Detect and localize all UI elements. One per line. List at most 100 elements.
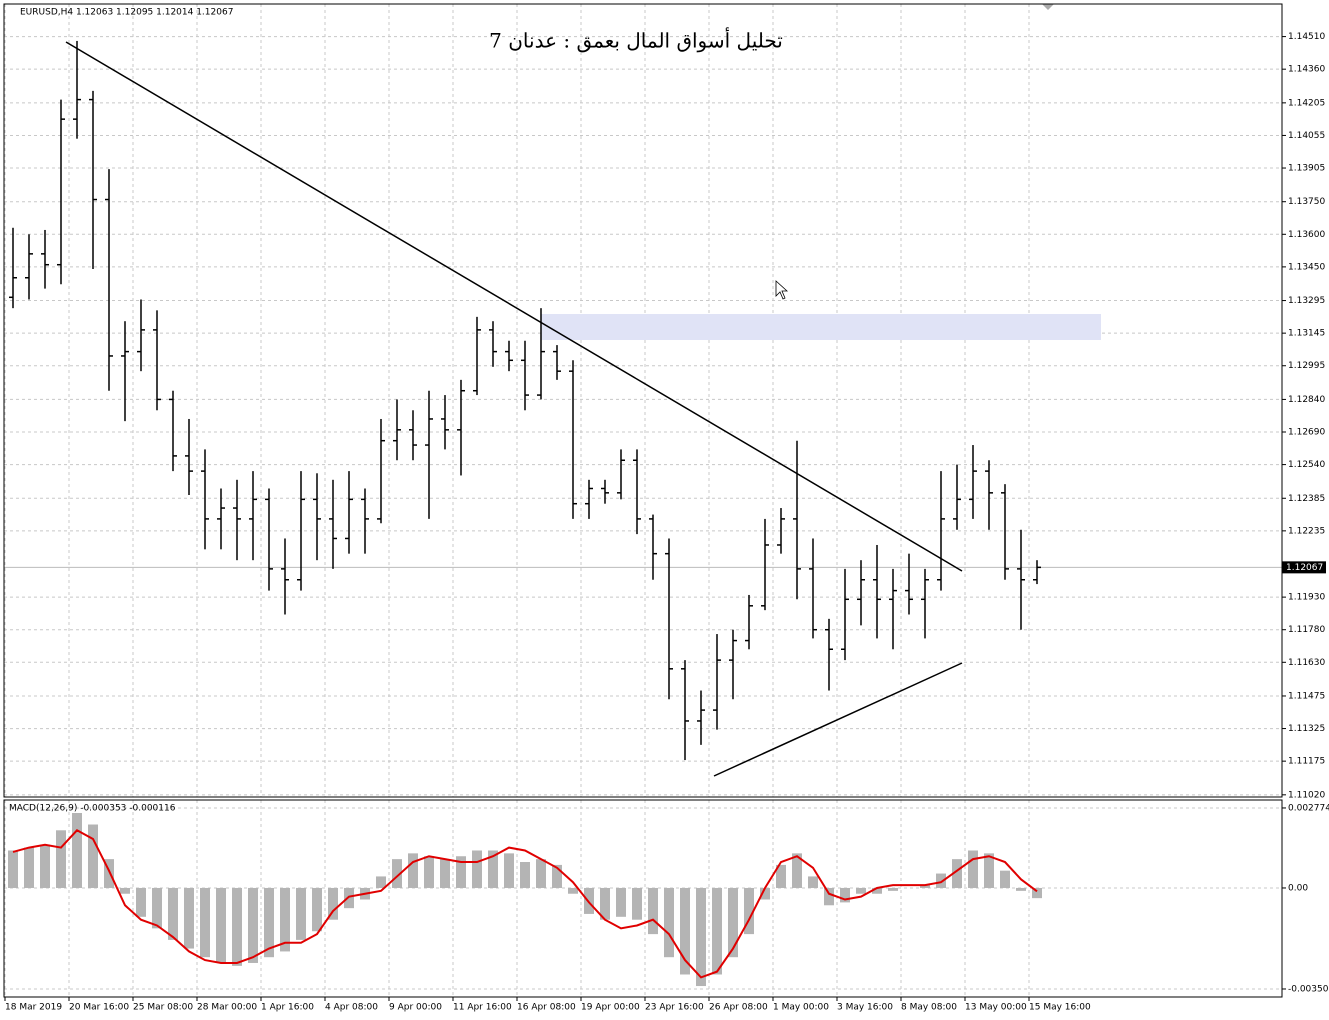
macd-pane-frame (3, 799, 1283, 998)
macd-histogram-bar (872, 887, 882, 894)
macd-histogram-bar (248, 887, 258, 963)
trend-line (713, 662, 963, 777)
macd-label: MACD(12,26,9) -0.000353 -0.000116 (9, 804, 176, 814)
y-tick-label: 1.11020 (1288, 790, 1325, 800)
macd-histogram-bar (728, 887, 738, 958)
macd-histogram-bar (792, 853, 802, 888)
macd-histogram-bar (824, 887, 834, 906)
last-price-label: 1.12067 (1286, 563, 1323, 573)
macd-histogram-bar (472, 850, 482, 888)
macd-histogram-bar (632, 887, 642, 920)
trend-line (65, 41, 963, 572)
macd-histogram-bar (712, 887, 722, 975)
y-tick-label: 1.14510 (1288, 32, 1325, 42)
y-tick-label: 1.13750 (1288, 197, 1325, 207)
y-tick-label: 0.00 (1288, 883, 1308, 893)
macd-histogram-bar (72, 812, 82, 888)
macd-histogram-bar (600, 887, 610, 920)
resistance-zone (541, 314, 1101, 340)
y-tick-label: 1.13295 (1288, 296, 1325, 306)
x-tick-label: 1 May 00:00 (773, 1003, 829, 1013)
macd-histogram-bar (648, 887, 658, 935)
macd-histogram-bar (696, 887, 706, 987)
y-tick-label: 1.11930 (1288, 593, 1325, 603)
y-tick-label: 1.12840 (1288, 395, 1325, 405)
macd-histogram-bar (1016, 887, 1026, 891)
x-tick-label: 20 Mar 16:00 (69, 1003, 129, 1013)
price-pane-frame (3, 3, 1283, 798)
macd-histogram-bar (264, 887, 274, 958)
y-tick-label: 1.12995 (1288, 361, 1325, 371)
x-tick-label: 25 Mar 08:00 (133, 1003, 193, 1013)
macd-histogram-bar (424, 856, 434, 888)
macd-histogram-bar (8, 850, 18, 888)
y-tick-label: 1.11780 (1288, 625, 1325, 635)
macd-histogram-bar (328, 887, 338, 920)
symbol-header: EURUSD,H4 1.12063 1.12095 1.12014 1.1206… (20, 8, 233, 18)
macd-histogram-bar (1032, 887, 1042, 899)
x-tick-label: 13 May 00:00 (965, 1003, 1027, 1013)
x-tick-label: 15 May 16:00 (1029, 1003, 1091, 1013)
macd-histogram-bar (392, 859, 402, 888)
y-tick-label: 1.13450 (1288, 262, 1325, 272)
macd-histogram-bar (952, 859, 962, 888)
macd-histogram-bar (840, 887, 850, 903)
macd-histogram-bar (104, 859, 114, 888)
macd-histogram-bar (888, 887, 898, 891)
macd-histogram-bar (936, 873, 946, 888)
macd-histogram-bar (808, 876, 818, 888)
macd-histogram-bar (56, 830, 66, 888)
y-tick-label: 0.002774 (1288, 803, 1329, 813)
macd-histogram-bar (456, 856, 466, 888)
x-tick-label: 4 Apr 08:00 (325, 1003, 378, 1013)
macd-histogram-bar (24, 847, 34, 888)
macd-histogram-bar (280, 887, 290, 952)
macd-histogram-bar (184, 887, 194, 949)
y-tick-label: 1.13600 (1288, 230, 1325, 240)
macd-histogram-bar (984, 853, 994, 888)
x-tick-label: 8 May 08:00 (901, 1003, 957, 1013)
macd-histogram-bar (232, 887, 242, 966)
macd-histogram-bar (520, 862, 530, 888)
y-tick-label: 1.12385 (1288, 494, 1325, 504)
macd-histogram-bar (168, 887, 178, 940)
macd-histogram-bar (1000, 870, 1010, 888)
macd-histogram-bar (408, 853, 418, 888)
macd-histogram-bar (344, 887, 354, 909)
chart-title: تحليل أسواق المال بعمق : عدنان 7 (489, 27, 783, 53)
x-tick-label: 26 Apr 08:00 (709, 1003, 768, 1013)
y-tick-label: 1.11630 (1288, 658, 1325, 668)
y-tick-label: 1.11475 (1288, 691, 1325, 701)
x-tick-label: 9 Apr 00:00 (389, 1003, 442, 1013)
macd-histogram-bar (376, 876, 386, 888)
grid (4, 4, 1282, 997)
y-tick-label: -0.003502 (1288, 984, 1329, 994)
macd-histogram-bar (120, 887, 130, 894)
macd-histogram-bar (920, 885, 930, 888)
y-tick-label: 1.13905 (1288, 164, 1325, 174)
macd-histogram-bar (968, 850, 978, 888)
macd-histogram-bar (136, 887, 146, 917)
marks (8, 40, 1042, 987)
macd-histogram-bar (552, 864, 562, 888)
y-tick-label: 1.12235 (1288, 526, 1325, 536)
x-tick-label: 23 Apr 16:00 (645, 1003, 704, 1013)
last-price-box (1282, 561, 1326, 574)
y-tick-label: 1.14055 (1288, 131, 1325, 141)
macd-histogram-bar (744, 887, 754, 935)
y-tick-label: 1.14205 (1288, 98, 1325, 108)
macd-histogram-bar (568, 887, 578, 894)
macd-histogram-bar (152, 887, 162, 929)
macd-histogram-bar (88, 824, 98, 888)
macd-histogram-bar (616, 887, 626, 917)
macd-histogram-bar (200, 887, 210, 958)
macd-histogram-bar (488, 850, 498, 888)
mouse-cursor (775, 280, 789, 300)
y-tick-label: 1.14360 (1288, 65, 1325, 75)
scroll-marker (1042, 4, 1054, 10)
macd-histogram-bar (504, 853, 514, 888)
y-tick-label: 1.11175 (1288, 757, 1325, 767)
macd-histogram-bar (40, 844, 50, 888)
